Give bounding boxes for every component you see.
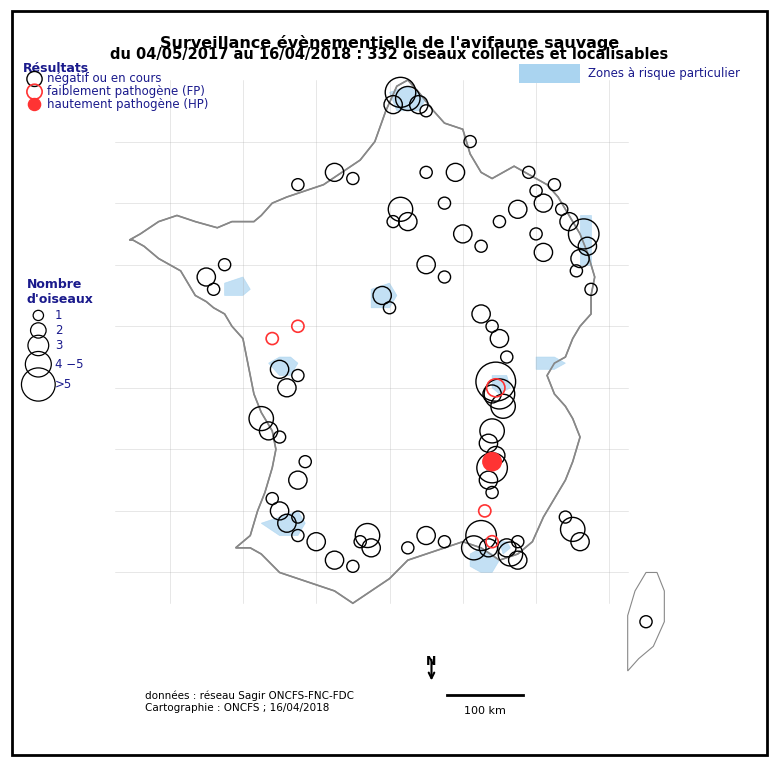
Polygon shape	[371, 283, 397, 308]
Text: 2: 2	[55, 324, 62, 337]
Text: 4 −5: 4 −5	[55, 358, 83, 371]
Text: du 04/05/2017 au 16/04/2018 : 332 oiseaux collectés et localisables: du 04/05/2017 au 16/04/2018 : 332 oiseau…	[111, 47, 668, 62]
Polygon shape	[269, 357, 298, 375]
Text: Nombre
d'oiseaux: Nombre d'oiseaux	[26, 278, 93, 306]
FancyBboxPatch shape	[12, 11, 767, 755]
Circle shape	[28, 99, 41, 110]
Polygon shape	[224, 277, 250, 296]
Text: négatif ou en cours: négatif ou en cours	[48, 73, 162, 86]
Polygon shape	[129, 80, 594, 604]
Text: Zones à risque particulier: Zones à risque particulier	[588, 67, 740, 80]
Circle shape	[483, 453, 501, 470]
Text: Surveillance évènementielle de l'avifaune sauvage: Surveillance évènementielle de l'avifaun…	[160, 35, 619, 51]
Text: 3: 3	[55, 339, 62, 352]
Text: Résultats: Résultats	[23, 62, 89, 75]
Text: >5: >5	[55, 378, 72, 391]
FancyBboxPatch shape	[520, 64, 580, 83]
Text: faiblement pathogène (FP): faiblement pathogène (FP)	[48, 85, 206, 98]
Polygon shape	[261, 511, 305, 535]
Polygon shape	[499, 542, 510, 554]
Polygon shape	[628, 572, 664, 671]
Polygon shape	[390, 87, 426, 111]
Text: 100 km: 100 km	[464, 705, 506, 715]
Text: 1: 1	[55, 309, 62, 322]
Text: N: N	[426, 655, 437, 668]
Polygon shape	[580, 215, 591, 265]
Polygon shape	[470, 548, 499, 572]
Polygon shape	[492, 375, 510, 394]
Text: hautement pathogène (HP): hautement pathogène (HP)	[48, 98, 209, 111]
Text: données : réseau Sagir ONCFS-FNC-FDC
Cartographie : ONCFS ; 16/04/2018: données : réseau Sagir ONCFS-FNC-FDC Car…	[145, 691, 354, 713]
Polygon shape	[536, 357, 566, 369]
